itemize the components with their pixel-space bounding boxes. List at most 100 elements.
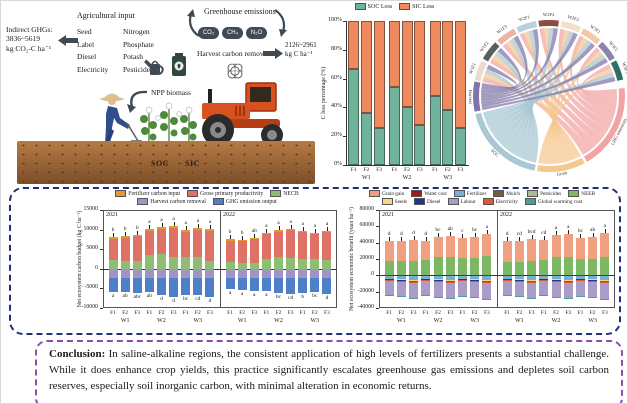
harvest-unit: kg C ha⁻¹ (285, 49, 313, 58)
legend-row: Grain gain Water cost Fertilizer Mulch Pesti… (368, 190, 595, 197)
bar-segment-ghg-output (205, 277, 215, 297)
x-category-label: F1 (350, 167, 357, 173)
agri-item: Electricity (77, 64, 109, 74)
significance-letter: bc (435, 226, 441, 233)
bar-segment-gpp (181, 231, 191, 258)
farm-illustration: Indirect GHGs: 3836~5619 kg CO₂-C ha⁻¹ A… (1, 1, 318, 186)
legend-label: SIC Loss (412, 3, 435, 10)
chord-ribbon (481, 64, 518, 89)
bar-segment-fertilizer (514, 276, 524, 280)
bar-segment-mulch (600, 281, 610, 282)
bar-segment-grain-gain (502, 241, 512, 262)
legend-swatch (493, 190, 505, 197)
bar-segment-diesel (433, 279, 443, 281)
bar-segment-water-cost (563, 275, 573, 277)
cycle-arrow-left-icon (187, 9, 200, 37)
bar-segment-mulch (384, 279, 394, 281)
bar-segment-electricity (563, 282, 573, 283)
x-category-label: F3 (134, 310, 141, 316)
soil-profile (17, 141, 315, 184)
legend-row: SOC Loss SIC Loss (354, 3, 435, 10)
error-bar (580, 233, 582, 238)
bar-segment-ghg-output (286, 277, 296, 295)
chord-segment-label: W1F1 (469, 62, 477, 75)
significance-letter: a (485, 223, 489, 230)
legend-row: Fertilizer carbon input Gross primary pro… (115, 190, 299, 197)
bar-segment-fertilizer-input (274, 230, 283, 232)
cotton-plants (140, 102, 197, 147)
bar-segment-labour (457, 281, 467, 296)
significance-letter: bc (312, 293, 318, 300)
y-tick-mark (343, 78, 346, 80)
bar-segment-labour (551, 281, 561, 298)
bar-segment-soc-loss (401, 107, 413, 165)
bar-segment-fertilizer (527, 276, 537, 281)
bar-segment-diesel (588, 279, 598, 281)
bar-segment-electricity (396, 281, 406, 282)
bar-segment-seeds (445, 280, 455, 281)
zero-line (379, 275, 615, 277)
significance-letter: a (554, 224, 558, 231)
bar-segment-neeb (539, 260, 549, 276)
bar-segment-soc-loss (454, 127, 466, 165)
bar-segment-labour (575, 281, 585, 296)
bar-segment-necb (108, 259, 118, 269)
bar-segment-grain-gain (384, 241, 394, 262)
panel-year-label: 2021 (382, 212, 394, 218)
bar-segment-diesel (445, 280, 455, 282)
y-tick-label: 80000 (359, 206, 375, 212)
bar-segment-water-cost (482, 275, 492, 277)
x-category-label: F3 (601, 310, 608, 316)
y-tick-mark (343, 136, 346, 138)
bar-segment-harvest-removal (225, 268, 235, 278)
significance-letter: a (265, 291, 268, 298)
bar-segment-harvest-removal (310, 268, 320, 278)
error-bar (161, 223, 163, 228)
error-bar (389, 237, 391, 242)
bar-segment-global-warming-cost (384, 295, 394, 296)
x-category-label: F1 (422, 310, 429, 316)
significance-letter: ab (251, 228, 257, 235)
legend-item: Labour (447, 198, 476, 205)
significance-letter: ab (122, 292, 128, 299)
legend-label: SOC Loss (367, 3, 393, 10)
legend-label: Fertilizer carbon input (128, 190, 181, 197)
chord-segment-label: W3F3 (621, 62, 628, 75)
significance-letter: b (123, 226, 127, 233)
x-category-label: F3 (457, 167, 464, 173)
bar-segment-necb (169, 256, 179, 269)
significance-letter: d (399, 230, 403, 237)
bar-segment-harvest-removal (132, 268, 142, 278)
significance-letter: bc (472, 226, 478, 233)
bar-segment-electricity (409, 282, 419, 283)
x-category-label: F1 (182, 310, 189, 316)
x-category-label: F1 (577, 310, 584, 316)
chord-segment-label: W1F3 (496, 24, 509, 35)
bar-segment-electricity (421, 280, 431, 282)
x-category-label: F2 (444, 167, 451, 173)
y-tick-mark (100, 268, 103, 270)
bar-segment-mulch (588, 280, 598, 282)
significance-letter: b (228, 229, 232, 236)
chart-legend: SOC Loss SIC Loss (318, 3, 471, 10)
chord-segment-label: W2F1 (518, 14, 531, 22)
x-category-label: F2 (239, 310, 246, 316)
x-category-label: F2 (363, 167, 370, 173)
bar-segment-mulch (433, 280, 443, 282)
bar-segment-neeb (575, 259, 585, 276)
bar-segment-harvest-removal (274, 268, 283, 278)
bar-segment-harvest-removal (144, 268, 154, 278)
bar-segment-fertilizer (600, 276, 610, 281)
legend-swatch (368, 190, 380, 197)
agri-input-col1: Seed Label Diesel Electricity (77, 26, 108, 76)
y-tick-label: -5000 (84, 284, 98, 291)
bar-segment-grain-gain (600, 233, 610, 257)
legend-label: Water cost (424, 190, 447, 197)
chord-segment-label: Harvest (469, 90, 473, 105)
indirect-ghgs-line2: 3836~5619 (6, 34, 41, 44)
error-bar (519, 237, 521, 242)
significance-letter: cd (288, 295, 294, 302)
chord-ribbon (580, 64, 617, 98)
bar-segment-neeb (600, 256, 610, 276)
